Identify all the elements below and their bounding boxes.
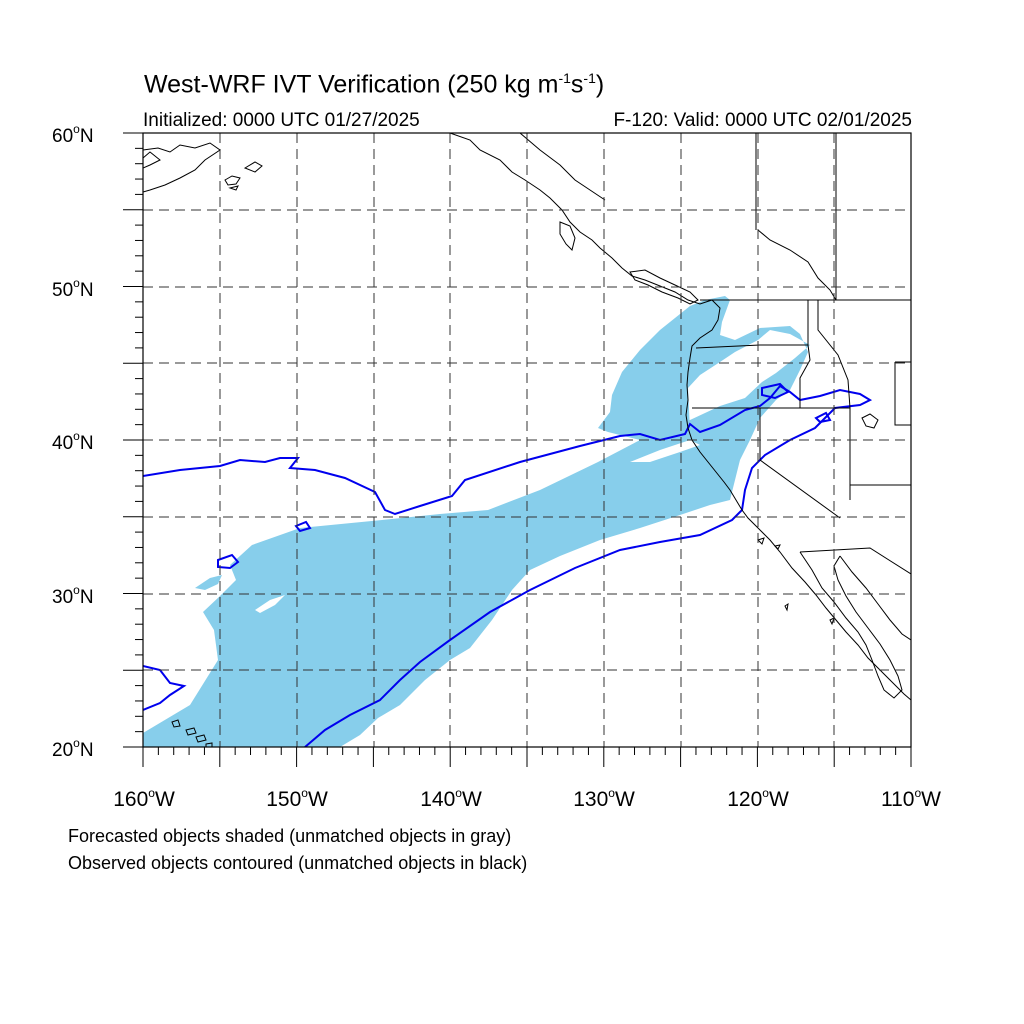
alaska-peninsula xyxy=(143,151,161,169)
lat-value: 60 xyxy=(52,126,74,147)
bc-alberta-border xyxy=(757,229,837,301)
lat-hemi: N xyxy=(79,740,94,761)
lon-label-120: 120oW xyxy=(727,786,789,812)
forecast-hole-1 xyxy=(255,595,285,613)
degree-symbol: o xyxy=(301,786,308,800)
lat-value: 40 xyxy=(52,433,74,454)
footnote-forecast: Forecasted objects shaded (unmatched obj… xyxy=(68,826,512,846)
lat-value: 30 xyxy=(52,587,74,608)
observed-object-small-1 xyxy=(217,553,240,570)
alaska-coast xyxy=(143,142,221,193)
coast-islands xyxy=(757,537,835,626)
valid-time-label: F-120: Valid: 0000 UTC 02/01/2025 xyxy=(613,110,912,131)
observed-object-small-3 xyxy=(814,411,832,424)
observed-object-small-2 xyxy=(294,520,312,533)
lat-label-40: 40oN xyxy=(52,429,94,455)
lon-value: 140 xyxy=(420,788,456,811)
footnote-observed: Observed objects contoured (unmatched ob… xyxy=(68,853,528,873)
lat-label-30: 30oN xyxy=(52,583,94,609)
degree-symbol: o xyxy=(73,583,80,597)
degree-symbol: o xyxy=(73,122,80,136)
lon-hemi: W xyxy=(921,788,941,811)
vancouver-island xyxy=(629,269,699,305)
lon-hemi: W xyxy=(461,788,482,811)
lat-hemi: N xyxy=(79,126,94,147)
map-title: West-WRF IVT Verification (250 kg m-1s-1… xyxy=(144,70,604,99)
title-sup-2: -1 xyxy=(583,70,596,86)
hawaii-islands xyxy=(171,719,213,747)
forecast-object-main xyxy=(143,296,810,747)
title-text: West-WRF IVT Verification (250 kg m xyxy=(144,70,559,99)
degree-symbol: o xyxy=(73,429,80,443)
lon-value: 110 xyxy=(881,788,915,811)
gulf-of-california-coast xyxy=(839,555,911,641)
lon-value: 130 xyxy=(573,788,609,811)
coastlines xyxy=(143,133,911,747)
degree-symbol: o xyxy=(762,786,769,800)
forecast-small-west xyxy=(195,575,222,590)
state-borders xyxy=(692,133,911,575)
baja-peninsula xyxy=(799,551,903,699)
lon-label-130: 130oW xyxy=(573,786,635,812)
observed-object-lake xyxy=(761,382,790,400)
lon-label-110: 110oW xyxy=(881,786,941,812)
lon-hemi: W xyxy=(307,788,328,811)
great-salt-lake xyxy=(861,413,879,429)
observed-object-hawaii xyxy=(143,665,187,711)
degree-symbol: o xyxy=(455,786,462,800)
lat-hemi: N xyxy=(79,587,94,608)
lon-label-160: 160oW xyxy=(113,786,175,812)
title-s: s xyxy=(570,70,584,99)
lat-value: 20 xyxy=(52,740,74,761)
init-time-label: Initialized: 0000 UTC 01/27/2025 xyxy=(143,110,420,131)
haida-gwaii xyxy=(559,221,576,251)
lat-label-50: 50oN xyxy=(52,276,94,302)
alaska-panhandle-coast xyxy=(449,133,911,701)
lat-hemi: N xyxy=(79,280,94,301)
degree-symbol: o xyxy=(73,736,80,750)
lon-value: 160 xyxy=(113,788,149,811)
degree-symbol: o xyxy=(914,786,922,800)
axis-ticks xyxy=(123,132,912,767)
lat-value: 50 xyxy=(52,280,74,301)
graticule xyxy=(143,133,911,747)
degree-symbol: o xyxy=(608,786,615,800)
forecast-hole-2 xyxy=(630,440,700,462)
lon-hemi: W xyxy=(614,788,635,811)
lat-label-20: 20oN xyxy=(52,736,94,762)
lat-hemi: N xyxy=(79,433,94,454)
lat-label-60: 60oN xyxy=(52,122,94,148)
aleutian-islands xyxy=(224,161,263,191)
lon-value: 150 xyxy=(266,788,302,811)
lon-value: 120 xyxy=(727,788,763,811)
title-end: ) xyxy=(595,70,605,99)
forecast-objects xyxy=(143,296,810,747)
lon-label-140: 140oW xyxy=(420,786,482,812)
lon-hemi: W xyxy=(768,788,789,811)
degree-symbol: o xyxy=(73,276,80,290)
degree-symbol: o xyxy=(148,786,155,800)
alaska-canada-border xyxy=(519,133,606,201)
lon-hemi: W xyxy=(154,788,175,811)
lon-label-150: 150oW xyxy=(266,786,328,812)
title-sup-1: -1 xyxy=(558,70,571,86)
